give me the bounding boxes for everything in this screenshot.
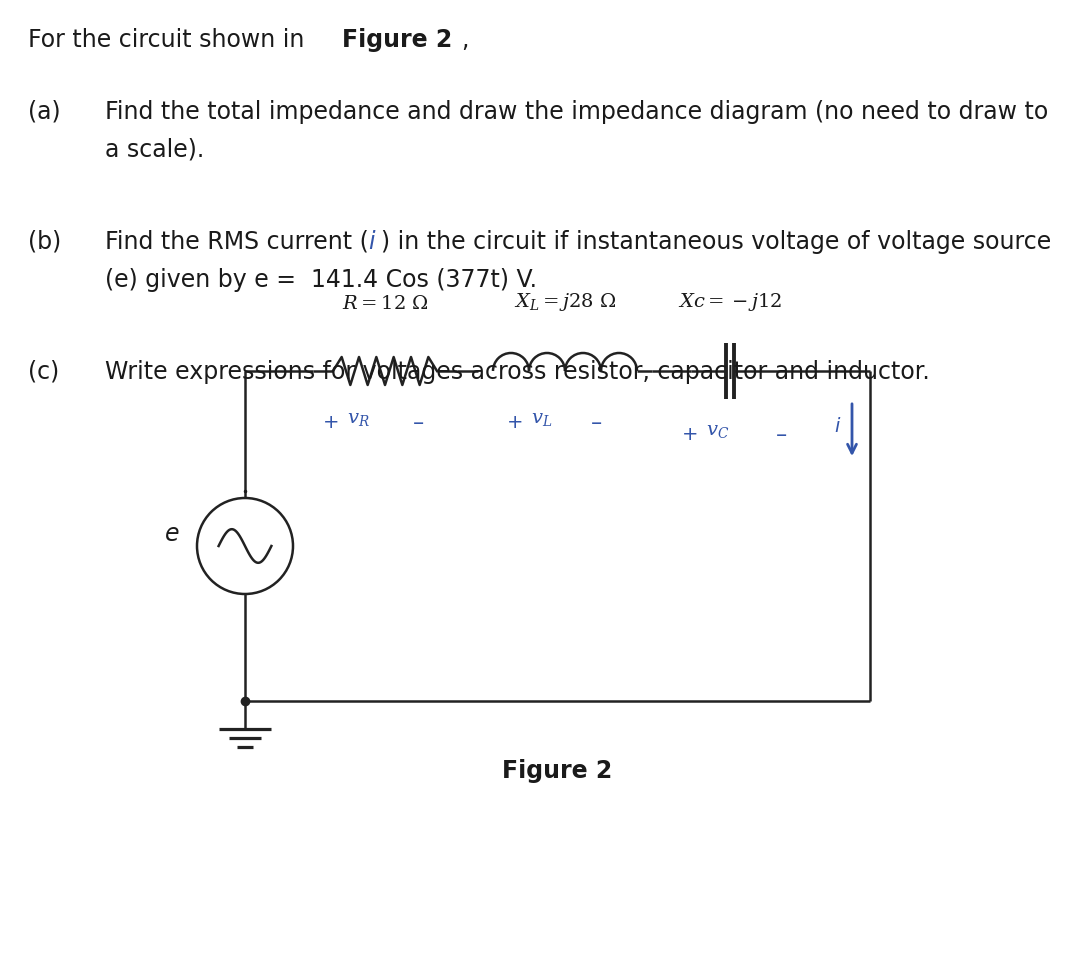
Text: a scale).: a scale). bbox=[105, 138, 204, 162]
Text: Find the total impedance and draw the impedance diagram (no need to draw to: Find the total impedance and draw the im… bbox=[105, 100, 1048, 124]
Text: –: – bbox=[776, 425, 787, 445]
Text: +: + bbox=[323, 413, 339, 432]
Text: $X_L = j28\ \Omega$: $X_L = j28\ \Omega$ bbox=[514, 291, 616, 313]
Text: Find the RMS current (: Find the RMS current ( bbox=[105, 230, 368, 254]
Text: (a): (a) bbox=[28, 100, 61, 124]
Text: Write expressions for voltages across resistor, capacitor and inductor.: Write expressions for voltages across re… bbox=[105, 360, 929, 384]
Text: $Xc = -j12$: $Xc = -j12$ bbox=[678, 291, 783, 313]
Text: $v_R$: $v_R$ bbox=[347, 409, 370, 429]
Text: Figure 2: Figure 2 bbox=[342, 28, 452, 52]
Text: $v_C$: $v_C$ bbox=[705, 422, 729, 440]
Text: –: – bbox=[591, 413, 602, 433]
Text: (c): (c) bbox=[28, 360, 60, 384]
Text: For the circuit shown in: For the circuit shown in bbox=[28, 28, 312, 52]
Text: +: + bbox=[682, 426, 699, 445]
Text: ,: , bbox=[461, 28, 468, 52]
Text: (b): (b) bbox=[28, 230, 61, 254]
Text: +: + bbox=[507, 413, 524, 432]
Text: e: e bbox=[164, 522, 179, 546]
Text: ) in the circuit if instantaneous voltage of voltage source: ) in the circuit if instantaneous voltag… bbox=[382, 230, 1051, 254]
Text: i: i bbox=[835, 416, 840, 435]
Text: $v_L$: $v_L$ bbox=[532, 409, 552, 429]
Text: $R = 12\ \Omega$: $R = 12\ \Omega$ bbox=[341, 294, 428, 313]
Text: i: i bbox=[368, 230, 375, 254]
Text: –: – bbox=[413, 413, 424, 433]
Text: (e) given by e =  141.4 Cos (377t) V.: (e) given by e = 141.4 Cos (377t) V. bbox=[105, 268, 537, 292]
Text: Figure 2: Figure 2 bbox=[502, 759, 612, 783]
